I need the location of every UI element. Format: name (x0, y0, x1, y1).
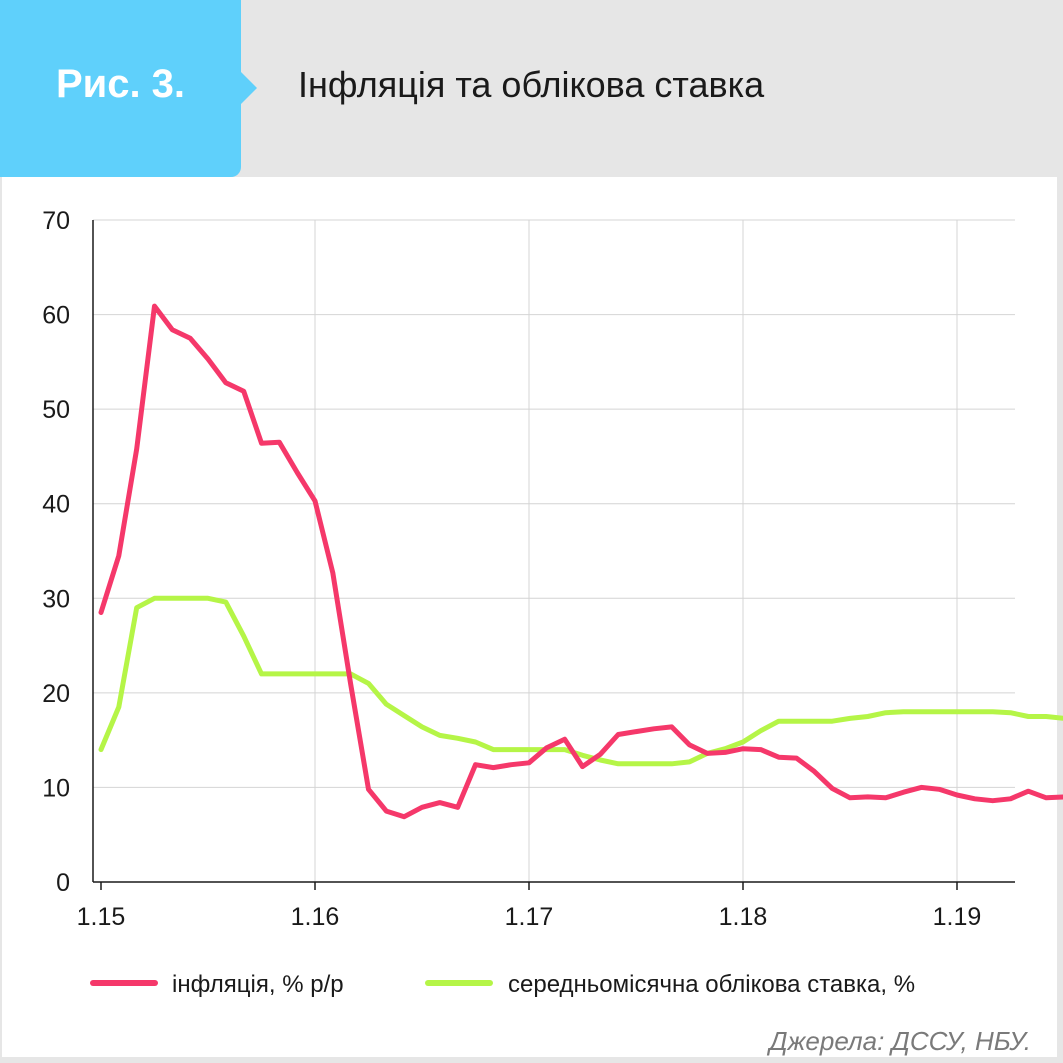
figure-number: Рис. 3. (55, 62, 186, 106)
grid-lines (93, 219, 1015, 882)
x-tick-label: 1.15 (77, 903, 126, 931)
y-tick-label: 10 (42, 774, 70, 802)
x-tick-label: 1.17 (505, 903, 554, 931)
series-rate-line (98, 595, 1063, 767)
series-lines (98, 303, 1063, 820)
y-tick-label: 40 (42, 491, 70, 519)
y-tick-label: 50 (42, 396, 70, 424)
x-tick-label: 1.19 (933, 903, 982, 931)
badge-arrow-icon (241, 72, 257, 104)
y-tick-label: 30 (42, 585, 70, 613)
x-tick-label: 1.16 (291, 903, 340, 931)
figure-title: Інфляція та облікова ставка (298, 64, 765, 105)
y-tick-label: 0 (56, 869, 70, 897)
axes: 0 10 20 30 40 50 60 70 1.15 1.16 1.17 1.18 1.19 (42, 207, 1015, 931)
legend-item-inflation-label: інфляція, % р/р (172, 971, 344, 998)
x-tick-label: 1.18 (719, 903, 768, 931)
legend: інфляція, % р/р середньомісячна облікова … (90, 971, 915, 998)
figure-badge (0, 0, 241, 177)
legend-item-rate-label: середньомісячна облікова ставка, % (508, 971, 915, 998)
y-tick-label: 70 (42, 207, 70, 235)
source-note: Джерела: ДССУ, НБУ. (769, 1026, 1031, 1056)
series-inflation-line (98, 303, 1063, 820)
y-tick-label: 20 (42, 680, 70, 708)
y-tick-label: 60 (42, 302, 70, 330)
